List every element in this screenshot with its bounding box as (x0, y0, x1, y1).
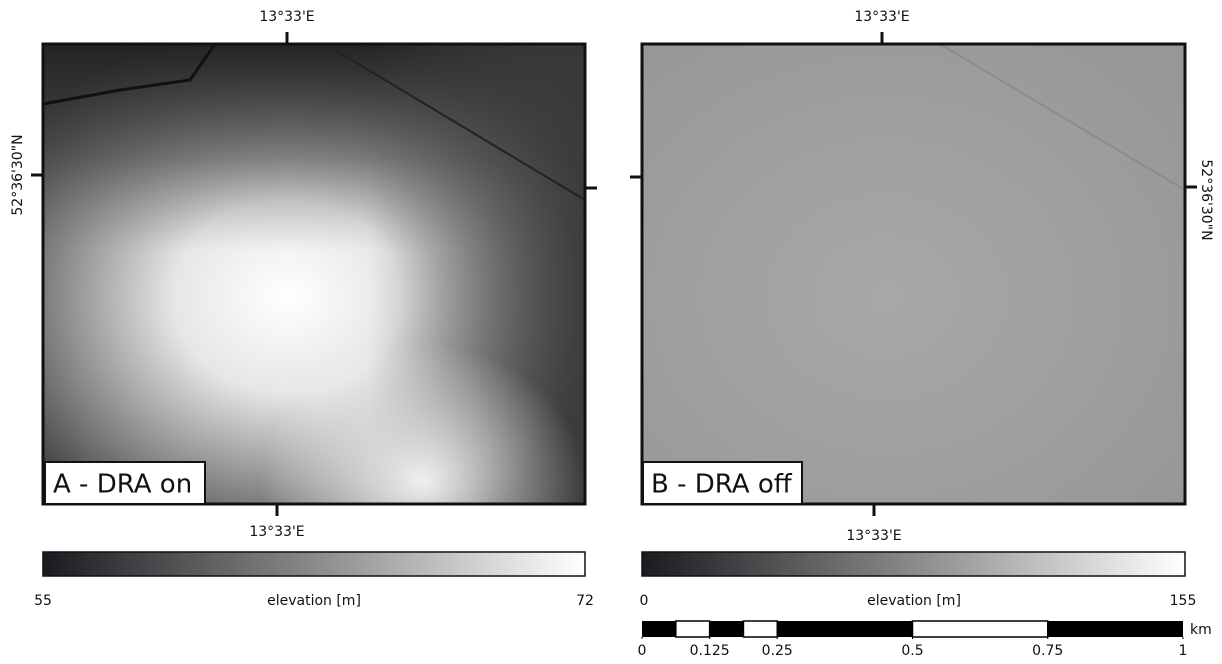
scale-tick-label: 1 (1179, 643, 1188, 659)
scale-unit: km (1190, 622, 1212, 638)
colorbar (641, 551, 1186, 577)
colorbar (42, 551, 586, 577)
colorbar-label: elevation [m] (867, 593, 961, 609)
map-b: B - DRA off 13°33'E 13°33'E 52°36'30"N (630, 9, 1214, 544)
lon-label: 13°33'E (259, 9, 314, 25)
road (324, 43, 586, 201)
map-image (642, 44, 1185, 504)
lon-label: 13°33'E (846, 528, 901, 544)
colorbar-max: 155 (1170, 593, 1197, 609)
scale-segment (742, 620, 778, 638)
map-a: A - DRA on 13°33'E 13°33'E 52°36'30"N (10, 9, 597, 540)
scale-tick-label: 0.5 (901, 643, 923, 659)
road (939, 43, 1186, 191)
lat-label: 52°36'30"N (10, 134, 26, 215)
lon-label: 13°33'E (854, 9, 909, 25)
panel-label-box (642, 461, 803, 505)
scale-tick-label: 0.25 (762, 643, 793, 659)
panel-label: A - DRA on (53, 470, 192, 500)
scale-segment (777, 621, 913, 637)
map-frame (640, 42, 1187, 506)
colorbar-label: elevation [m] (267, 593, 361, 609)
scale-tick-label: 0.75 (1032, 643, 1063, 659)
colorbar-min: 0 (640, 593, 649, 609)
scale-tick-label: 0.125 (690, 643, 730, 659)
map-highlight (43, 44, 585, 504)
lon-label: 13°33'E (249, 524, 304, 540)
scale-segment (1047, 621, 1183, 637)
colorbar-min: 55 (34, 593, 52, 609)
scale-tick-label: 0 (638, 643, 647, 659)
panel-label: B - DRA off (651, 470, 793, 500)
scale-segment (709, 621, 744, 637)
scale-segment (675, 620, 711, 638)
lat-label: 52°36'30"N (1198, 159, 1214, 240)
road (42, 43, 217, 106)
panel-label-box (44, 461, 206, 505)
scale-bar: 0 0.125 0.25 0.5 0.75 1 (638, 620, 1188, 659)
map-frame (41, 42, 587, 506)
colorbar-max: 72 (576, 593, 594, 609)
scale-segment (642, 621, 676, 637)
scale-segment (911, 620, 1049, 638)
